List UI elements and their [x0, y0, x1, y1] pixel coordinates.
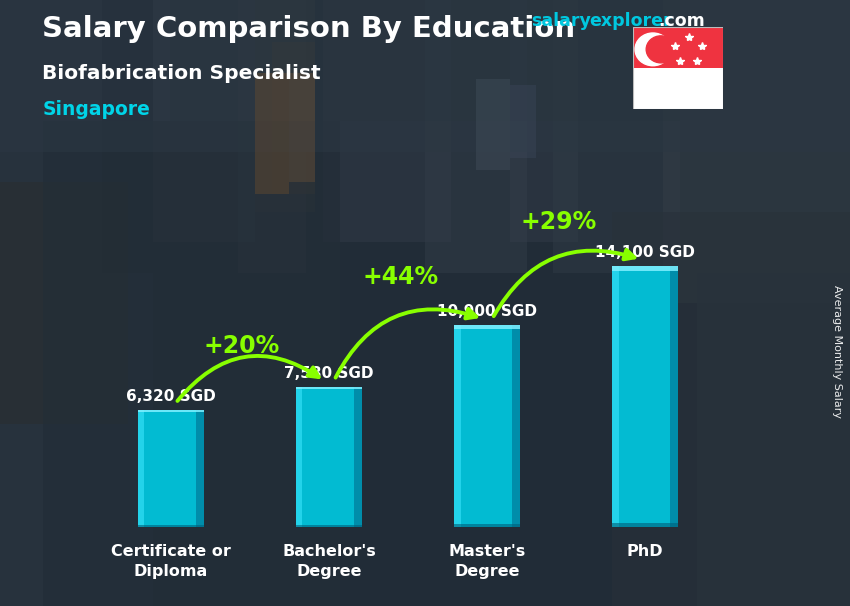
Bar: [425, 0, 527, 273]
Text: 14,100 SGD: 14,100 SGD: [595, 245, 695, 260]
Bar: [296, 525, 362, 527]
Bar: [102, 0, 187, 273]
FancyArrowPatch shape: [178, 356, 319, 401]
Text: Salary Comparison By Education: Salary Comparison By Education: [42, 15, 575, 43]
Text: Average Monthly Salary: Average Monthly Salary: [832, 285, 842, 418]
Bar: [454, 325, 520, 527]
Circle shape: [635, 33, 671, 65]
Bar: [697, 273, 850, 606]
Bar: [323, 0, 450, 242]
Bar: [255, 0, 314, 212]
Bar: [138, 525, 204, 527]
Text: Singapore: Singapore: [42, 100, 150, 119]
Bar: [296, 387, 362, 390]
Text: explorer: explorer: [589, 12, 672, 30]
Bar: [296, 387, 362, 527]
Bar: [0, 0, 153, 606]
Bar: [612, 266, 678, 271]
Bar: [138, 410, 204, 527]
Bar: [552, 0, 680, 273]
Bar: [612, 212, 850, 606]
Bar: [170, 0, 680, 121]
Bar: [196, 410, 204, 527]
Bar: [612, 266, 678, 527]
Bar: [633, 27, 722, 68]
Bar: [138, 410, 145, 527]
Bar: [454, 524, 520, 527]
Bar: [612, 524, 678, 527]
Bar: [510, 0, 578, 242]
FancyArrowPatch shape: [336, 309, 476, 378]
Text: 10,900 SGD: 10,900 SGD: [437, 304, 537, 319]
Bar: [476, 79, 510, 170]
Bar: [454, 325, 461, 527]
Bar: [138, 410, 204, 412]
Bar: [510, 85, 536, 158]
Bar: [42, 121, 340, 606]
Text: Biofabrication Specialist: Biofabrication Specialist: [42, 64, 321, 82]
Text: 7,580 SGD: 7,580 SGD: [284, 366, 374, 381]
Bar: [663, 0, 850, 303]
Text: salary: salary: [531, 12, 591, 30]
Bar: [513, 325, 520, 527]
Bar: [238, 0, 306, 273]
Text: +44%: +44%: [362, 265, 438, 289]
Text: +20%: +20%: [204, 334, 280, 358]
Bar: [633, 68, 722, 109]
Bar: [671, 266, 678, 527]
Text: 6,320 SGD: 6,320 SGD: [126, 389, 216, 404]
Circle shape: [646, 36, 676, 63]
Text: +29%: +29%: [520, 210, 597, 234]
Text: .com: .com: [659, 12, 706, 30]
FancyArrowPatch shape: [494, 250, 634, 316]
Bar: [354, 387, 362, 527]
Bar: [612, 266, 619, 527]
Bar: [289, 73, 314, 182]
Bar: [454, 325, 520, 329]
Bar: [296, 387, 303, 527]
Bar: [0, 182, 128, 424]
Bar: [0, 0, 850, 152]
Bar: [153, 0, 255, 242]
Bar: [272, 42, 314, 194]
Bar: [255, 73, 289, 194]
